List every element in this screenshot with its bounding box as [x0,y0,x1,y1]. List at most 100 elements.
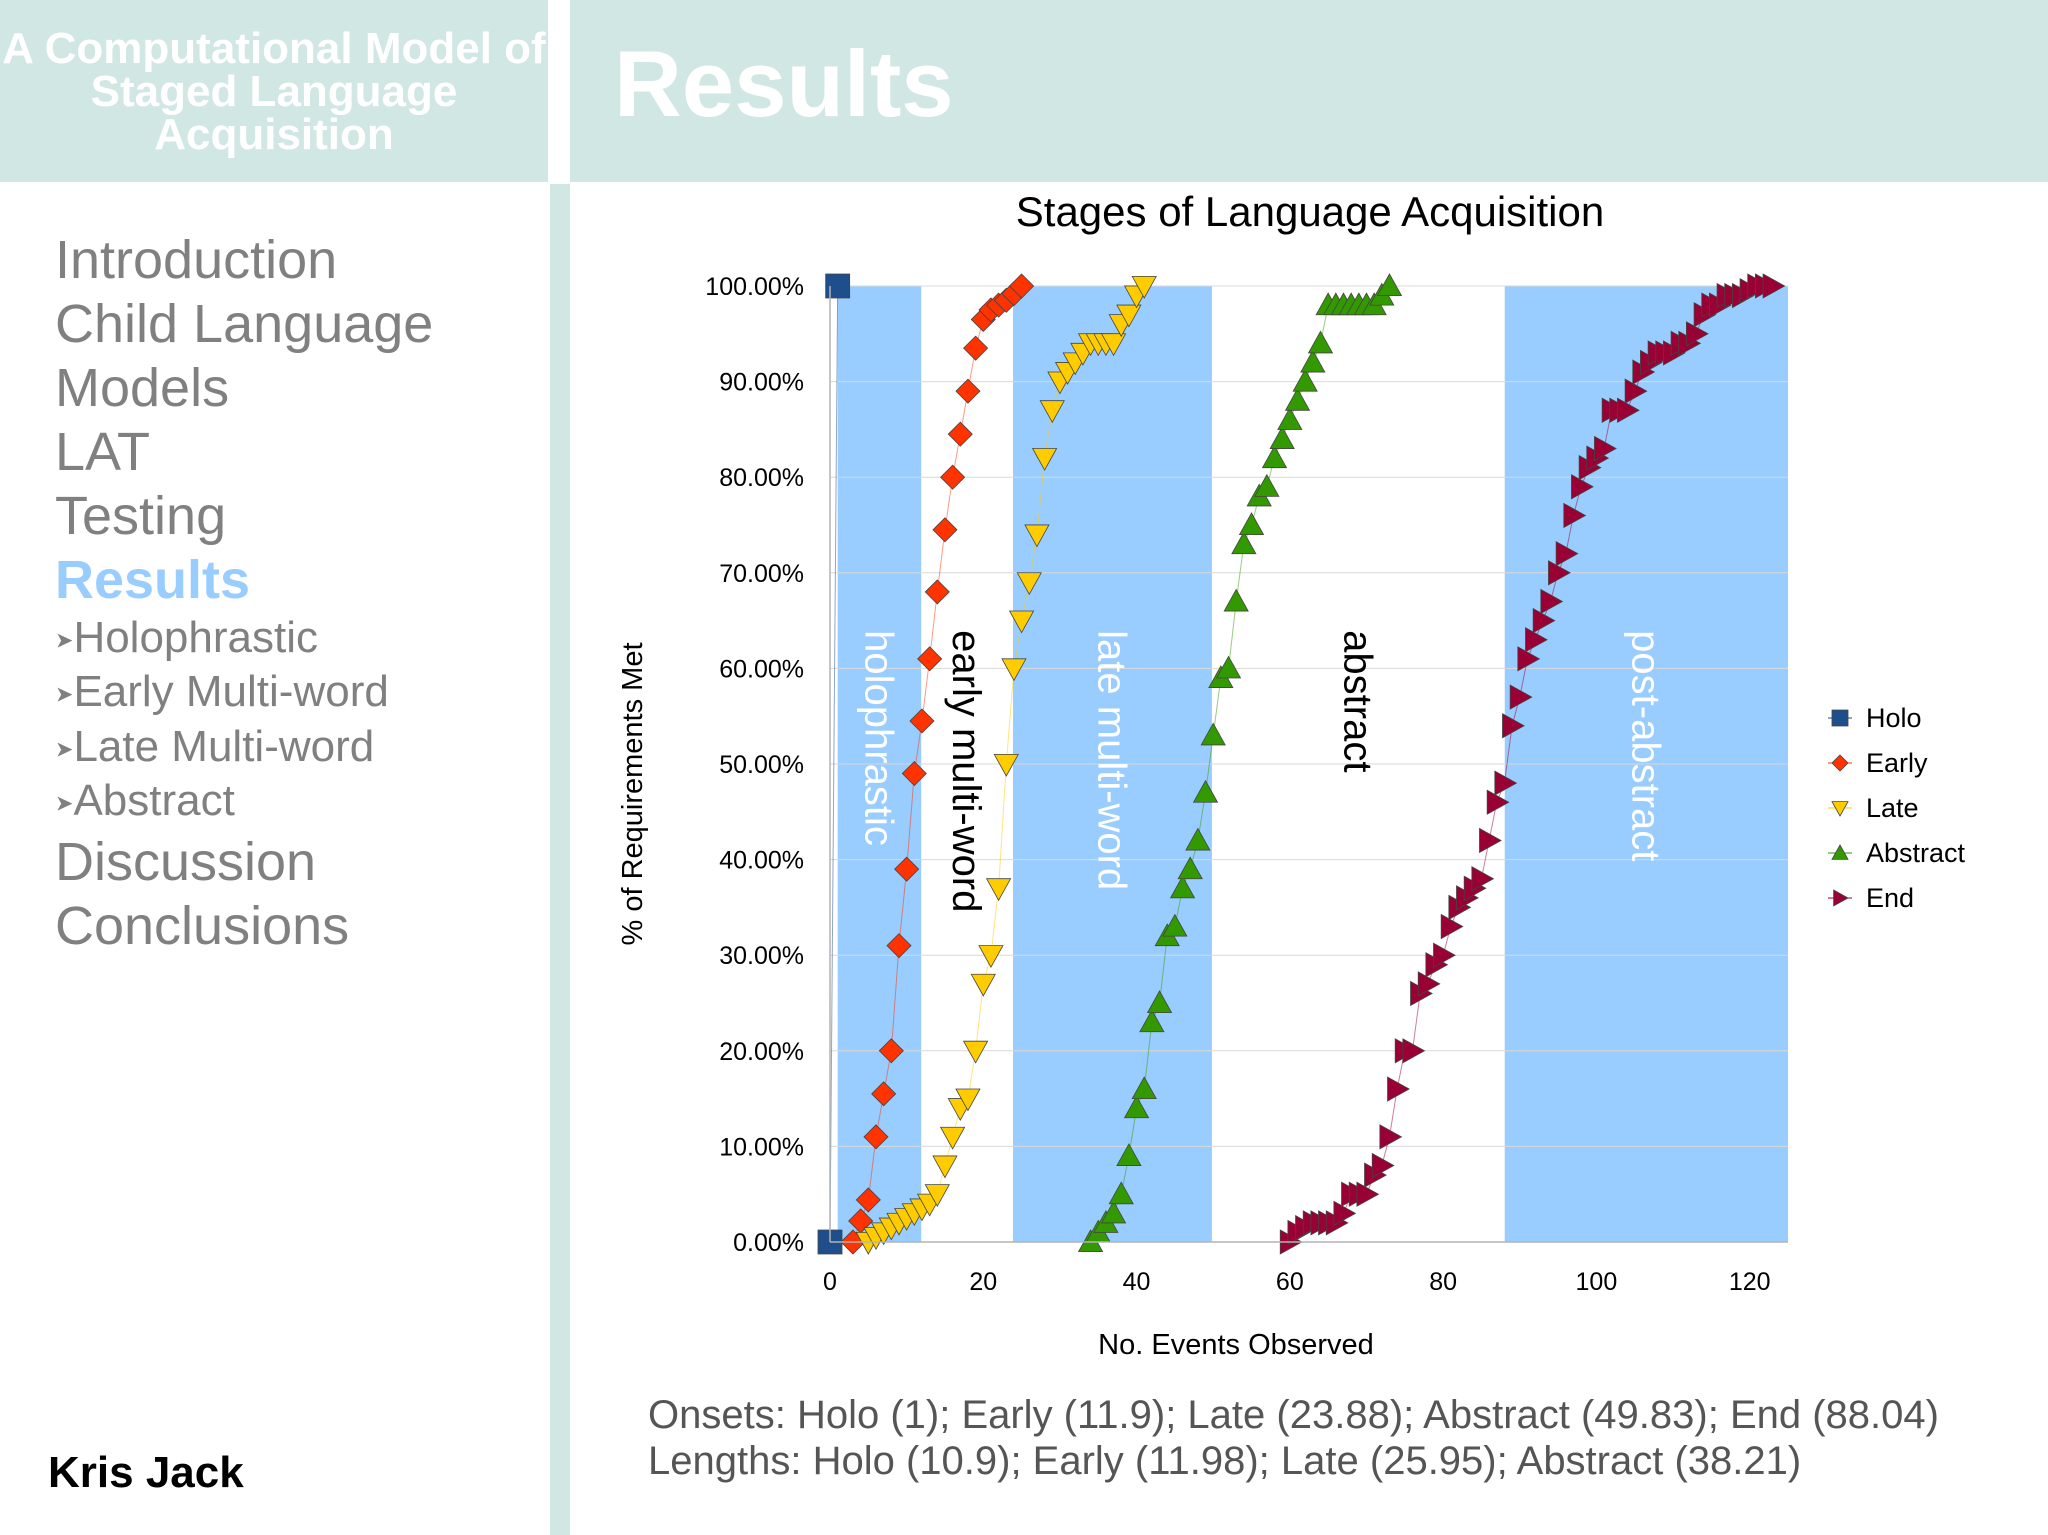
stage-label: abstract [1335,630,1379,772]
data-point [993,754,1019,777]
data-point [1177,856,1203,880]
data-point [932,1155,958,1179]
data-point [1479,827,1502,854]
axes: 0.00% 10.00% 20.00% 30.00% 40.00% 50.00% 60.00… [705,273,1788,1296]
legend-marker [1831,754,1849,772]
y-tick-label: 60.00% [719,655,804,683]
nav-subitem-label: Late Multi-word [73,721,375,771]
series-early [840,273,1035,1255]
data-point [1433,942,1456,968]
data-point [909,708,935,734]
data-point [1116,1143,1142,1166]
lengths-line: Lengths: Holo (10.9); Early (11.98); Lat… [648,1439,1802,1483]
data-point [1417,971,1441,997]
y-tick-label: 0.00% [733,1229,804,1257]
legend-label: Holo [1866,703,1922,733]
grid-lines [830,285,1788,1243]
nav-item-introduction[interactable]: Introduction [55,230,338,290]
data-point [1379,1124,1403,1150]
data-point [955,1088,981,1112]
data-point [917,646,943,672]
nav-item-models[interactable]: Models [55,358,230,418]
data-point [1509,684,1533,710]
data-point [1009,273,1035,299]
data-point [1238,512,1265,535]
data-point [1192,779,1219,803]
data-point [1440,913,1464,940]
data-point [1376,273,1403,296]
nav-subitem-late-multi-word[interactable]: ➤Late Multi-word [55,721,433,775]
data-point [1402,1038,1426,1064]
data-point [1333,1200,1357,1226]
data-point [1108,1181,1134,1205]
y-axis-label: % of Requirements Met [617,642,649,945]
data-point [1486,789,1510,815]
bullet-arrow-icon: ➤ [55,681,74,707]
nav-item-results[interactable]: Results [55,550,251,610]
data-point [978,945,1004,969]
data-point [1624,378,1648,404]
data-point [947,421,973,447]
nav-item-conclusions[interactable]: Conclusions [55,895,350,956]
data-point [1024,524,1050,548]
x-tick-label: 40 [1123,1268,1151,1296]
stage-label: holophrastic [856,630,900,846]
stage-label: late multi-word [1089,630,1133,890]
data-point [1284,387,1311,411]
data-point [962,1040,989,1064]
stage-label: early multi-word [944,630,988,912]
data-point [963,335,989,361]
data-point [932,517,958,543]
data-point [1116,304,1142,328]
data-point [1387,1076,1410,1102]
legend: Holo Early Late Abstract End [1828,703,1966,913]
legend-marker [1831,801,1849,817]
data-point [1146,990,1173,1013]
data-point [855,1187,881,1213]
data-point [1594,435,1617,462]
data-point [1031,448,1058,471]
x-tick-label: 120 [1729,1268,1771,1296]
y-tick-label: 10.00% [719,1133,804,1161]
deck-title-box: A Computational Model of Staged Language… [0,0,548,182]
nav-subitem-abstract[interactable]: ➤Abstract [55,775,433,829]
data-point [863,1124,889,1150]
data-point [1254,473,1280,497]
data-point [1525,627,1548,653]
data-point [1762,273,1786,299]
data-point [1123,1095,1150,1119]
data-point [1131,276,1157,299]
data-point [955,378,981,404]
series-late [855,276,1157,1255]
data-point [1261,445,1288,469]
nav-item-discussion[interactable]: Discussion [55,831,317,892]
data-point [1307,330,1334,354]
data-point [1617,397,1640,423]
data-point [970,973,996,997]
x-tick-label: 20 [969,1268,997,1296]
data-point [1100,1200,1127,1224]
data-point [1016,572,1042,596]
y-tick-label: 50.00% [719,751,804,779]
series-layer [817,273,1786,1255]
data-point [1215,655,1242,679]
chart-title: Stages of Language Acquisition [1016,188,1604,235]
data-point [1139,1009,1165,1033]
y-tick-label: 80.00% [719,464,804,492]
nav-item-testing[interactable]: Testing [55,486,227,546]
x-axis-label: No. Events Observed [1098,1329,1374,1361]
data-point [878,1038,904,1064]
data-point [1001,658,1027,682]
data-point [825,273,851,299]
data-point [1686,321,1709,347]
nav-subitem-early-multi-word[interactable]: ➤Early Multi-word [55,666,433,720]
y-tick-label: 70.00% [719,560,804,588]
x-tick-label: 60 [1276,1268,1304,1296]
deck-title: A Computational Model of Staged Language… [2,23,546,159]
bullet-arrow-icon: ➤ [55,790,74,816]
nav-item-child-language[interactable]: Child Language [55,294,434,354]
data-point [1039,400,1065,424]
series-line [829,285,839,1243]
nav-item-lat[interactable]: LAT [55,422,151,482]
nav-subitem-holophrastic[interactable]: ➤Holophrastic [55,612,433,666]
